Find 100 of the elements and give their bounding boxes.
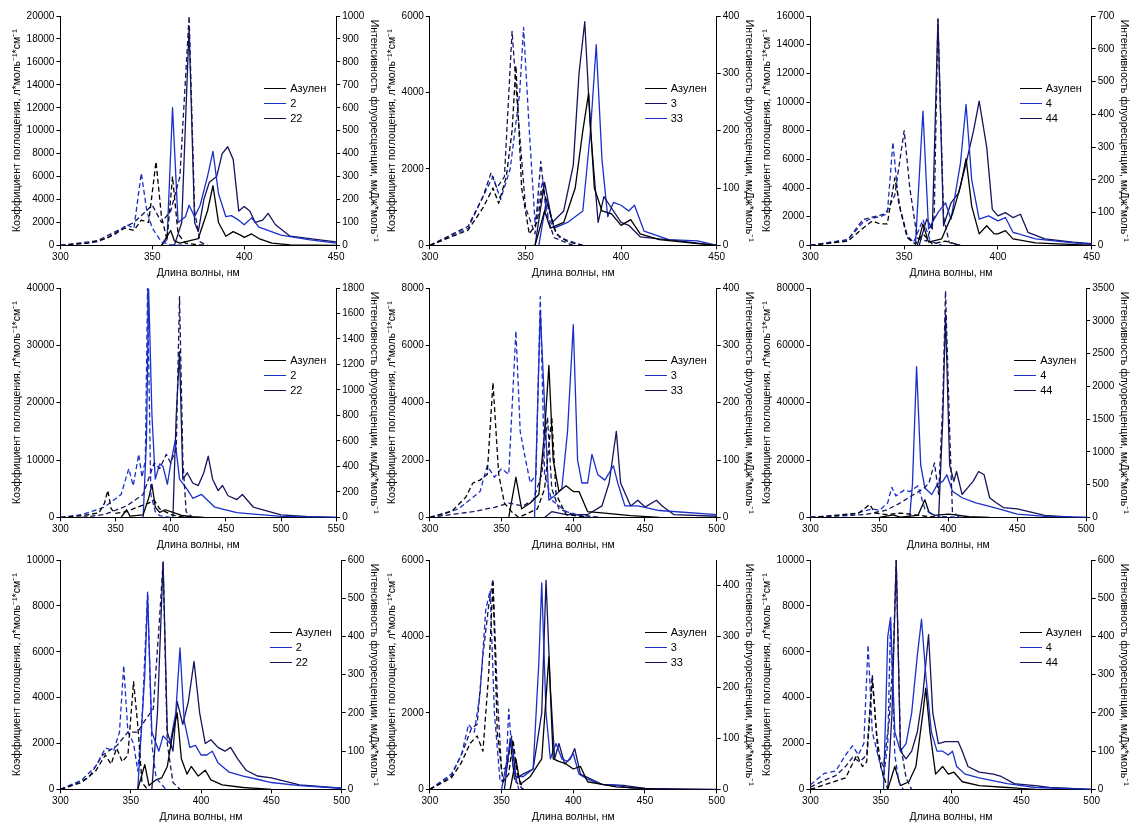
y2-tick-label: 100 (722, 181, 740, 193)
y-tick-label: 0 (48, 511, 55, 523)
y2-axis-title: Интенсивность флуоресценции, мкДж*моль⁻¹ (743, 291, 756, 515)
y2-tick-label: 500 (347, 591, 365, 603)
y2-tick-label: 500 (1097, 75, 1115, 87)
x-tick-label: 400 (939, 523, 958, 535)
y2-tick-label: 200 (722, 124, 740, 136)
x-axis-title: Длина волны, нм (156, 265, 240, 278)
legend-label: 3 (670, 640, 677, 656)
y2-tick-label: 0 (1092, 511, 1099, 523)
legend-label: 44 (1040, 383, 1053, 399)
y-tick-label: 6000 (32, 170, 55, 182)
x-tick-label: 300 (52, 523, 70, 535)
x-tick-label: 350 (122, 795, 140, 807)
y-axis-title: Коэффициент поглощения, л*моль⁻¹*см⁻¹ (385, 572, 398, 777)
y-tick-label: 0 (48, 783, 55, 795)
y2-tick-label: 200 (722, 681, 740, 693)
y2-tick-label: 100 (342, 216, 360, 228)
y2-tick-label: 300 (347, 668, 365, 680)
x-tick-label: 350 (872, 795, 890, 807)
y2-tick-label: 1000 (342, 9, 365, 21)
y-axis-title: Коэффициент поглощения, л*моль⁻¹*см⁻¹ (760, 572, 773, 777)
x-axis-title: Длина волны, нм (909, 809, 993, 822)
x-tick-label: 500 (1077, 523, 1095, 535)
y-tick-label: 2000 (782, 737, 805, 749)
y2-tick-label: 100 (1097, 744, 1115, 756)
y2-tick-label: 300 (1097, 140, 1115, 152)
y-tick-label: 0 (418, 511, 425, 523)
x-tick-label: 450 (1013, 795, 1031, 807)
y-tick-label: 8000 (32, 147, 55, 159)
y-tick-label: 4000 (401, 86, 425, 98)
y-tick-label: 12000 (26, 101, 55, 113)
legend-label: 22 (290, 111, 303, 127)
y-tick-label: 0 (48, 239, 55, 251)
x-tick-label: 400 (564, 523, 583, 535)
y-tick-label: 4000 (32, 691, 55, 703)
legend-label: Азулен (670, 625, 707, 641)
x-axis-title: Длина волны, нм (159, 809, 243, 822)
legend-label: Азулен (1040, 353, 1077, 369)
y2-tick-label: 0 (1097, 783, 1104, 795)
y-tick-label: 2000 (782, 210, 805, 222)
y2-tick-label: 800 (342, 55, 360, 67)
y-tick-label: 14000 (776, 38, 805, 50)
x-tick-label: 500 (708, 523, 726, 535)
y2-tick-label: 400 (347, 630, 365, 642)
x-tick-label: 350 (143, 251, 162, 263)
y2-tick-label: 700 (342, 78, 360, 90)
y2-tick-label: 500 (342, 124, 360, 136)
x-tick-label: 400 (192, 795, 210, 807)
y2-tick-label: 600 (1097, 553, 1115, 565)
y2-tick-label: 100 (722, 453, 740, 465)
y2-axis-title: Интенсивность флуоресценции, мкДж*моль⁻¹ (1118, 291, 1131, 515)
x-tick-label: 400 (235, 251, 254, 263)
y-tick-label: 10000 (26, 553, 55, 565)
y-axis-title: Коэффициент поглощения, л*моль⁻¹*см⁻¹ (10, 572, 23, 777)
y-tick-label: 10000 (26, 453, 55, 465)
y2-tick-label: 600 (1097, 42, 1115, 54)
y-tick-label: 2000 (401, 453, 425, 465)
y-tick-label: 8000 (401, 281, 425, 293)
legend-label: 2 (290, 368, 297, 384)
y2-tick-label: 200 (722, 396, 740, 408)
y2-tick-label: 1200 (342, 358, 365, 370)
y2-tick-label: 300 (722, 339, 740, 351)
y2-axis-title: Интенсивность флуоресценции, мкДж*моль⁻¹ (368, 291, 381, 515)
x-tick-label: 300 (421, 251, 439, 263)
y2-tick-label: 500 (1092, 478, 1110, 490)
y-tick-label: 40000 (776, 396, 805, 408)
legend-label: 33 (670, 383, 683, 399)
y2-axis-title: Интенсивность флуоресценции, мкДж*моль⁻¹ (368, 19, 381, 243)
y2-tick-label: 2000 (1092, 380, 1115, 392)
x-axis-title: Длина волны, нм (909, 265, 993, 278)
y2-tick-label: 300 (1097, 668, 1115, 680)
y2-tick-label: 500 (1097, 591, 1115, 603)
x-tick-label: 500 (272, 523, 290, 535)
y-axis-title: Коэффициент поглощения, л*моль⁻¹*см⁻¹ (385, 300, 398, 505)
y2-tick-label: 1400 (342, 332, 365, 344)
y-tick-label: 10000 (776, 95, 805, 107)
y-axis-title: Коэффициент поглощения, л*моль⁻¹*см⁻¹ (760, 300, 773, 505)
y-tick-label: 2000 (401, 706, 425, 718)
y2-tick-label: 1000 (342, 383, 365, 395)
x-tick-label: 350 (871, 523, 889, 535)
y2-tick-label: 200 (1097, 173, 1115, 185)
y2-tick-label: 200 (1097, 706, 1115, 718)
x-tick-label: 350 (517, 251, 535, 263)
x-tick-label: 300 (802, 795, 820, 807)
x-tick-label: 450 (1008, 523, 1026, 535)
legend-label: 4 (1045, 96, 1052, 112)
y2-tick-label: 800 (342, 409, 360, 421)
y-tick-label: 6000 (401, 339, 425, 351)
y2-tick-label: 700 (1097, 9, 1115, 21)
y2-tick-label: 300 (722, 67, 740, 79)
y2-tick-label: 200 (342, 485, 360, 497)
y2-tick-label: 600 (347, 553, 365, 565)
legend-label: 2 (290, 96, 297, 112)
x-tick-label: 400 (564, 795, 583, 807)
y2-tick-label: 200 (347, 706, 365, 718)
y2-tick-label: 3500 (1092, 281, 1115, 293)
legend-label: Азулен (290, 81, 327, 97)
legend-label: 22 (290, 383, 303, 399)
x-tick-label: 450 (636, 523, 654, 535)
